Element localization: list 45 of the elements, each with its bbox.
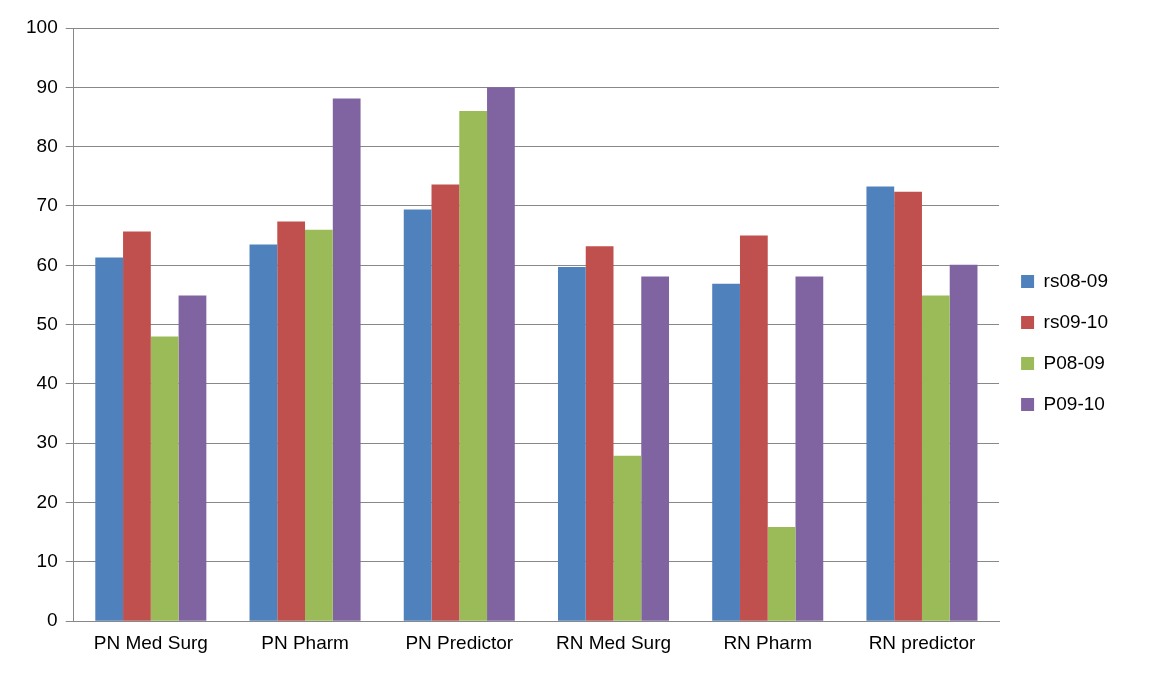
legend-label: rs09-10 [1043, 310, 1108, 332]
x-tick-label: PN Pharm [261, 631, 349, 653]
legend-label: P08-09 [1043, 351, 1105, 373]
x-tick-label: RN Pharm [723, 631, 813, 653]
bar [178, 295, 207, 621]
x-tick-label: PN Med Surg [93, 631, 208, 653]
y-tick-label: 0 [47, 609, 58, 631]
bar [403, 209, 432, 621]
y-tick-label: 10 [36, 550, 58, 572]
bar [795, 276, 824, 621]
legend-label: rs08-09 [1043, 269, 1108, 291]
y-tick-label: 70 [36, 194, 58, 216]
bar [894, 191, 922, 621]
x-tick-label: PN Predictor [405, 631, 514, 653]
bar [431, 184, 460, 621]
bar [585, 246, 614, 621]
bar [305, 229, 333, 621]
bar [641, 276, 670, 621]
bar [712, 283, 740, 621]
bar [459, 111, 488, 621]
y-tick-label: 40 [36, 372, 58, 394]
x-tick-label: RN predictor [868, 631, 976, 653]
bar [150, 336, 179, 621]
bar [332, 98, 361, 621]
bar [277, 221, 306, 621]
legend-label: P09-10 [1043, 392, 1105, 414]
bar [866, 186, 895, 621]
bar [739, 235, 768, 621]
y-tick-label: 80 [36, 134, 58, 156]
bar [921, 295, 950, 621]
y-tick-label: 60 [36, 253, 58, 275]
bar [767, 526, 796, 621]
y-tick-label: 30 [36, 431, 58, 453]
y-tick-label: 90 [36, 75, 58, 97]
bar [95, 257, 124, 621]
bar [557, 267, 586, 621]
bar [949, 264, 978, 621]
y-tick-label: 20 [36, 490, 58, 512]
bar [487, 87, 515, 621]
y-tick-label: 100 [26, 16, 58, 38]
bar [249, 244, 278, 621]
bar [613, 455, 642, 621]
x-tick-label: RN Med Surg [555, 631, 672, 653]
y-tick-label: 50 [36, 312, 58, 334]
bar [123, 231, 151, 621]
